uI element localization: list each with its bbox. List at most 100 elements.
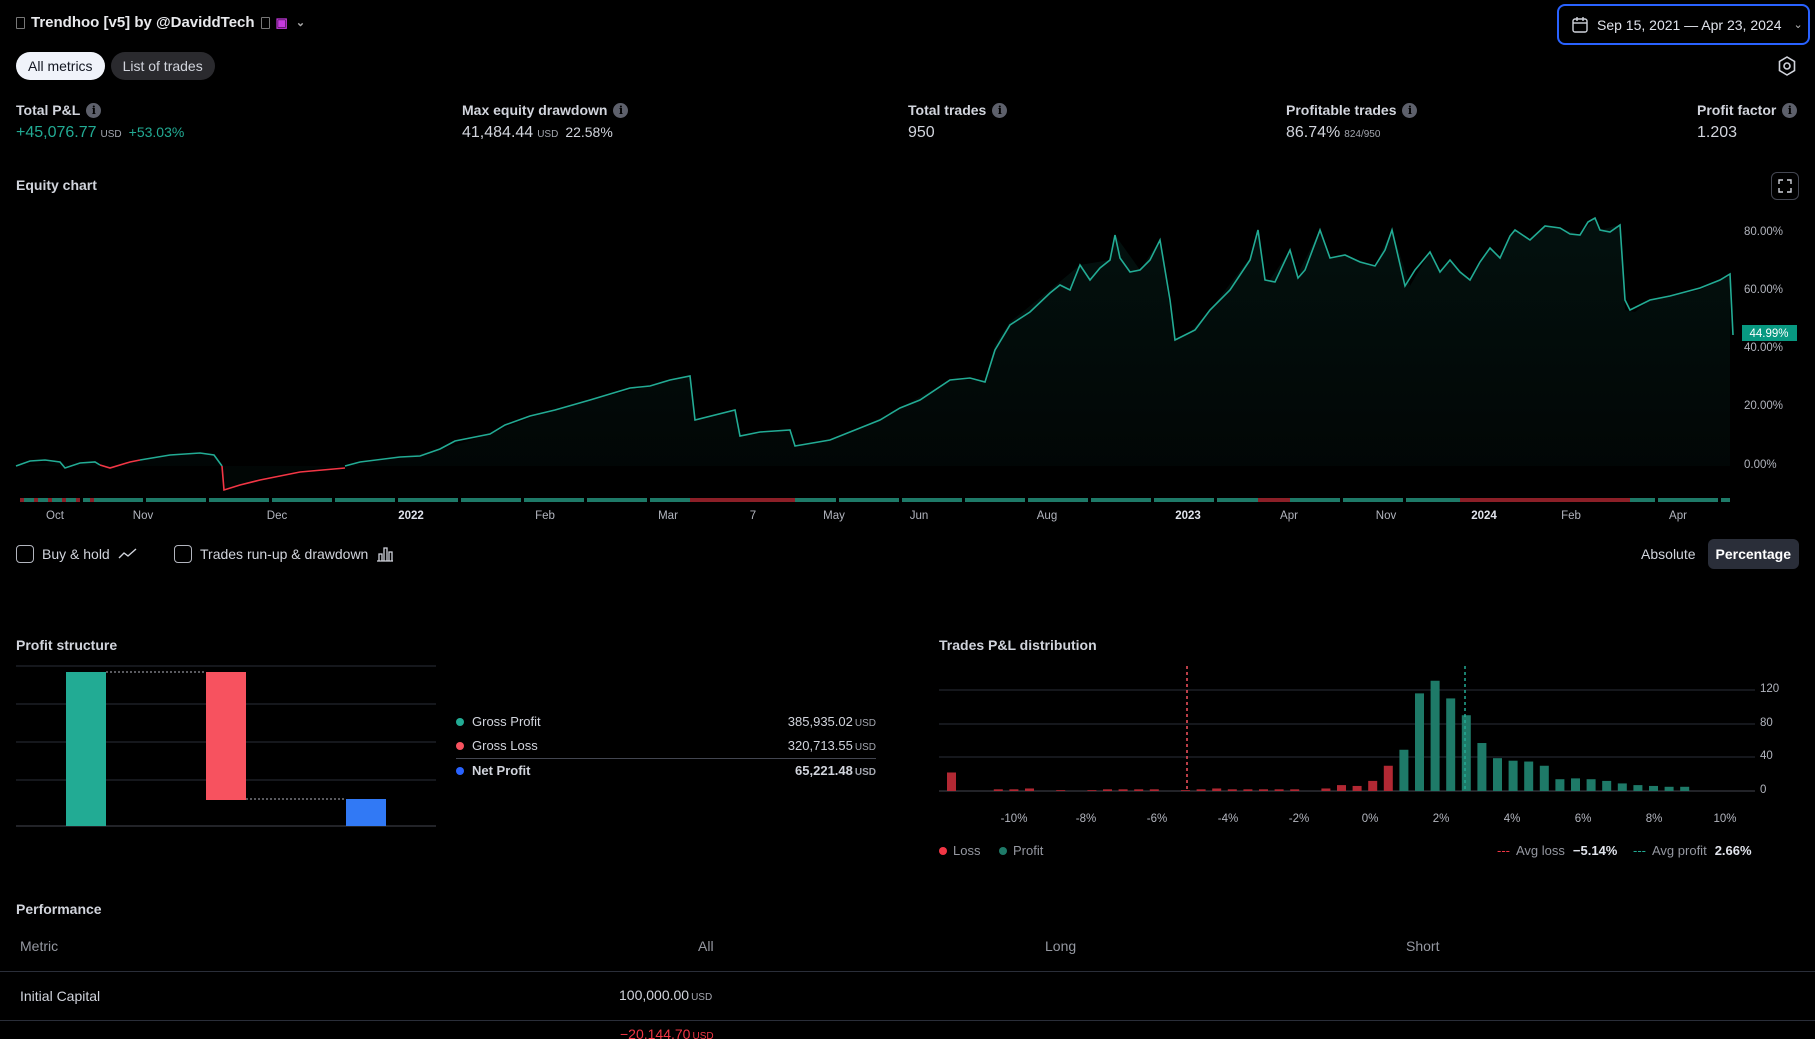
- loss-bar[interactable]: [1196, 789, 1206, 791]
- settings-icon[interactable]: [1775, 54, 1799, 78]
- loss-bar[interactable]: [1274, 789, 1284, 791]
- info-icon[interactable]: i: [1402, 102, 1418, 118]
- info-icon[interactable]: i: [613, 102, 629, 118]
- loss-bar[interactable]: [1227, 789, 1237, 791]
- profit-bar[interactable]: [1586, 779, 1596, 791]
- y-axis-label: 0.00%: [1744, 459, 1777, 471]
- x-axis-label: 7: [749, 510, 757, 522]
- loss-bar[interactable]: [1212, 788, 1222, 791]
- profit-bar[interactable]: [1399, 749, 1409, 791]
- legend-label: Gross Profit: [472, 714, 541, 729]
- profit-bar[interactable]: [1664, 786, 1674, 791]
- dist-y-label: 120: [1760, 683, 1780, 695]
- metric-max-drawdown: Max equity drawdown i 41,484.44 USD 22.58%: [462, 102, 629, 142]
- profit-bar[interactable]: [1680, 786, 1690, 791]
- loss-bar[interactable]: [1290, 789, 1300, 791]
- loss-bar[interactable]: [1352, 785, 1362, 791]
- info-icon[interactable]: i: [992, 102, 1008, 118]
- legend-number: 320,713.55: [787, 738, 853, 753]
- x-axis-label: Dec: [266, 510, 288, 522]
- loss-bar[interactable]: [1181, 790, 1190, 791]
- loss-bar[interactable]: [1025, 788, 1034, 791]
- date-range-button[interactable]: Sep 15, 2021 — Apr 23, 2024 ⌄: [1557, 4, 1810, 45]
- loss-bar[interactable]: [1259, 789, 1268, 791]
- dist-x-label: -6%: [1146, 813, 1168, 825]
- percentage-button[interactable]: Percentage: [1707, 539, 1799, 569]
- loss-bar[interactable]: [1368, 780, 1378, 791]
- loss-bar[interactable]: [1103, 789, 1112, 791]
- expand-chart-button[interactable]: [1771, 172, 1799, 200]
- metrics-tabs: All metrics List of trades: [16, 52, 215, 80]
- buy-hold-label: Buy & hold: [42, 546, 110, 562]
- tab-all-metrics[interactable]: All metrics: [16, 52, 105, 80]
- buy-hold-toggle[interactable]: Buy & hold: [16, 545, 138, 563]
- loss-bar[interactable]: [1321, 788, 1331, 791]
- profit-bar[interactable]: [1524, 761, 1534, 791]
- profit-bar[interactable]: [1493, 758, 1502, 791]
- column-header-long[interactable]: Long: [1045, 938, 1077, 954]
- column-header-all[interactable]: All: [698, 938, 714, 954]
- profit-bar[interactable]: [1617, 783, 1627, 791]
- profit-bar[interactable]: [1415, 693, 1424, 791]
- loss-bar[interactable]: [1009, 789, 1019, 791]
- tab-list-of-trades[interactable]: List of trades: [110, 52, 215, 80]
- gross-loss-bar[interactable]: [206, 672, 246, 800]
- metric-value: +45,076.77: [16, 124, 97, 141]
- metric-percent: +53.03%: [128, 124, 185, 140]
- loss-bar[interactable]: [1118, 789, 1128, 791]
- loss-bar[interactable]: [1087, 790, 1097, 791]
- loss-bar[interactable]: [947, 772, 956, 791]
- runup-drawdown-label: Trades run-up & drawdown: [200, 546, 369, 562]
- profit-bar[interactable]: [1649, 785, 1658, 791]
- avg-loss-legend: --- Avg loss −5.14%: [1497, 843, 1617, 858]
- x-axis-label: Jun: [909, 510, 929, 522]
- scale-toggle: Absolute Percentage: [1633, 539, 1799, 569]
- profit-bar[interactable]: [1477, 743, 1487, 791]
- metric-value: 86.74%: [1286, 124, 1341, 141]
- equity-chart-title: Equity chart: [16, 177, 97, 193]
- legend-label: Gross Loss: [472, 738, 538, 753]
- profit-bar[interactable]: [1633, 785, 1643, 791]
- dist-x-label: 4%: [1503, 813, 1521, 825]
- buy-hold-checkbox[interactable]: [16, 545, 34, 563]
- chevron-down-icon[interactable]: ⌄: [295, 17, 306, 29]
- runup-drawdown-toggle[interactable]: Trades run-up & drawdown: [174, 545, 394, 563]
- loss-bar[interactable]: [1383, 765, 1393, 791]
- equity-line-green: [139, 452, 223, 467]
- profit-bar[interactable]: [1571, 778, 1580, 791]
- profit-structure-chart: [16, 665, 436, 827]
- strategy-title[interactable]: Trendhoo [v5] by @DaviddTech ▣ ⌄: [16, 14, 305, 31]
- gross-profit-bar[interactable]: [66, 672, 106, 826]
- profit-bar[interactable]: [1446, 698, 1456, 791]
- loss-bar[interactable]: [1149, 789, 1159, 791]
- runup-drawdown-checkbox[interactable]: [174, 545, 192, 563]
- net-profit-bar[interactable]: [346, 799, 386, 826]
- legend-label: Net Profit: [472, 763, 531, 778]
- info-icon[interactable]: i: [1782, 102, 1798, 118]
- equity-chart[interactable]: 44.99%: [0, 200, 1815, 510]
- absolute-button[interactable]: Absolute: [1641, 546, 1696, 562]
- legend-net-profit: Net Profit 65,221.48 USD: [456, 763, 876, 778]
- profit-bar[interactable]: [1555, 779, 1565, 791]
- loss-bar[interactable]: [1134, 789, 1144, 791]
- profit-bar[interactable]: [1461, 715, 1471, 791]
- profit-bar[interactable]: [1539, 765, 1549, 791]
- legend-dot: [939, 846, 947, 855]
- loss-bar[interactable]: [993, 789, 1003, 791]
- loss-bar[interactable]: [1337, 785, 1346, 791]
- loss-bar[interactable]: [1243, 789, 1253, 791]
- equity-line-red: [99, 459, 141, 469]
- column-header-metric[interactable]: Metric: [20, 938, 59, 954]
- legend-dot: [999, 846, 1007, 855]
- info-icon[interactable]: i: [86, 102, 102, 118]
- loss-bar[interactable]: [1056, 790, 1066, 791]
- column-header-short[interactable]: Short: [1406, 938, 1440, 954]
- x-axis-label: Feb: [535, 510, 555, 522]
- profit-bar[interactable]: [1430, 680, 1440, 791]
- legend-label: Avg loss: [1516, 843, 1565, 858]
- x-axis-label: May: [823, 510, 845, 522]
- profit-bar[interactable]: [1602, 780, 1612, 791]
- dist-legend-profit: Profit: [999, 843, 1043, 858]
- distribution-chart[interactable]: [939, 664, 1759, 800]
- profit-bar[interactable]: [1508, 760, 1518, 791]
